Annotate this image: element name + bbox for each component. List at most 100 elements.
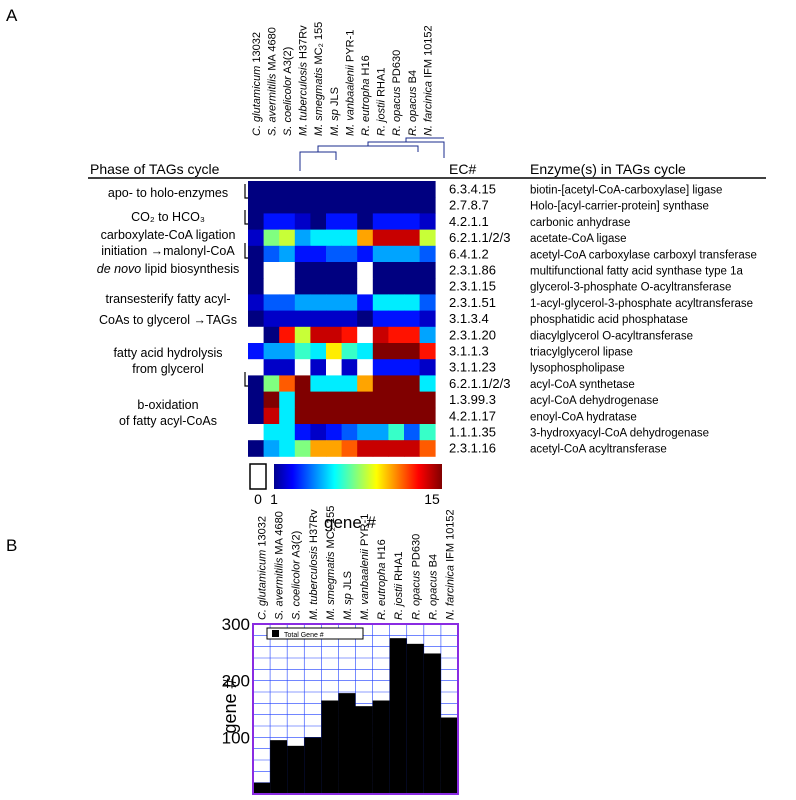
bar-category-label-5: M. sp JLS	[342, 571, 354, 620]
colorbar-gradient	[274, 464, 442, 489]
ec-number: 4.2.1.17	[449, 408, 496, 423]
heatmap-cell	[341, 440, 358, 457]
heatmap-cell	[357, 278, 374, 295]
phase-label: of fatty acyl-CoAs	[119, 414, 217, 428]
enzyme-name: acetyl-CoA acyltransferase	[530, 444, 667, 456]
bar	[270, 740, 288, 794]
ec-number: 4.2.1.1	[449, 214, 489, 229]
column-label-8: R. jostii RHA1	[376, 68, 388, 136]
heatmap-cell	[404, 407, 420, 425]
y-tick-label: 300	[222, 615, 250, 634]
heatmap-cell	[279, 294, 296, 311]
enzyme-name: acetyl-CoA carboxylase carboxyl transfer…	[530, 249, 757, 261]
heatmap-cell	[294, 294, 311, 311]
heatmap-cell	[326, 181, 342, 198]
heatmap-cell	[310, 197, 327, 214]
heatmap-cell	[248, 278, 264, 295]
heatmap-cell	[341, 326, 358, 344]
ec-number: 6.2.1.1/2/3	[449, 230, 510, 245]
ec-number: 2.3.1.16	[449, 441, 496, 456]
ec-header: EC#	[449, 161, 476, 177]
heatmap-cell	[419, 181, 436, 198]
heatmap-cell	[326, 424, 342, 441]
column-label-2: S. coelicolor A3(2)	[282, 47, 294, 136]
column-label-10: R. opacus B4	[407, 70, 419, 136]
heatmap-cell	[263, 375, 280, 392]
heatmap-cell	[419, 262, 436, 279]
heatmap-cell	[357, 391, 374, 409]
heatmap-cell	[372, 278, 389, 295]
enzyme-name: 1-acyl-glycerol-3-phosphate acyltransfer…	[530, 298, 753, 310]
heatmap-cell	[263, 245, 280, 263]
heatmap-cell	[404, 326, 420, 344]
bar	[389, 638, 407, 794]
heatmap-cell	[419, 440, 436, 457]
heatmap-cell	[357, 262, 374, 279]
bar-category-label-10: R. opacus B4	[427, 554, 439, 620]
bar-category-label-6: M. vanbaalenii PYR-1	[359, 514, 371, 620]
heatmap-cell	[341, 181, 358, 198]
phase-label: from glycerol	[132, 362, 204, 376]
heatmap-cell	[310, 262, 327, 279]
heatmap-cell	[419, 391, 436, 409]
enzyme-name: lysophospholipase	[530, 363, 625, 375]
heatmap-cell	[248, 181, 264, 198]
heatmap-cell	[263, 278, 280, 295]
heatmap-cell	[310, 229, 327, 247]
bar-category-label-3: M. tuberculosis H37Rv	[308, 509, 320, 620]
heatmap-cell	[404, 343, 420, 360]
column-label-5: M. sp JLS	[329, 87, 341, 136]
heatmap-cell	[372, 326, 389, 344]
enzyme-name: multifunctional fatty acid synthase type…	[530, 266, 743, 278]
bar-chart: 100 200 300 Total Gene #	[222, 615, 459, 795]
heatmap-cell	[279, 181, 296, 198]
bar	[423, 653, 441, 794]
heatmap-cell	[404, 310, 420, 328]
heatmap-cell	[341, 262, 358, 279]
bar	[406, 643, 424, 794]
bar-y-axis-label: gene #	[220, 678, 240, 733]
heatmap-cell	[279, 245, 296, 263]
heatmap-cell	[419, 343, 436, 360]
heatmap-cell	[326, 278, 342, 295]
ec-number: 6.2.1.1/2/3	[449, 376, 510, 391]
heatmap-cell	[310, 326, 327, 344]
bar	[440, 717, 458, 794]
phase-label: fatty acid hydrolysis	[113, 346, 222, 360]
heatmap-cell	[372, 213, 389, 230]
heatmap-cell	[263, 310, 280, 328]
heatmap-cell	[248, 229, 264, 247]
ec-number: 2.7.8.7	[449, 198, 489, 213]
ec-number: 2.3.1.20	[449, 327, 496, 342]
heatmap-cell	[341, 278, 358, 295]
heatmap-cell	[419, 359, 436, 376]
heatmap-cell	[341, 213, 358, 230]
heatmap-cell	[279, 262, 296, 279]
heatmap-cell	[279, 278, 296, 295]
heatmap-cell	[404, 245, 420, 263]
heatmap-cell	[404, 229, 420, 247]
heatmap-cell	[404, 375, 420, 392]
phase-label: CoAs to glycerol →TAGs	[99, 313, 237, 327]
heatmap-cell	[294, 424, 311, 441]
heatmap-cell	[326, 326, 342, 344]
heatmap-cell	[263, 213, 280, 230]
heatmap-cell	[357, 326, 374, 344]
enzyme-name: 3-hydroxyacyl-CoA dehydrogenase	[530, 428, 709, 440]
bar	[321, 700, 339, 794]
heatmap-cell	[341, 294, 358, 311]
heatmap-cell	[294, 391, 311, 409]
bar-legend: Total Gene #	[266, 627, 364, 640]
heatmap-cell	[279, 229, 296, 247]
heatmap-cell	[263, 343, 280, 360]
heatmap-cell	[326, 407, 342, 425]
heatmap-cell	[419, 278, 436, 295]
heatmap-cell	[294, 310, 311, 328]
heatmap-cell	[279, 343, 296, 360]
heatmap-cell	[326, 391, 342, 409]
enzyme-name: acetate-CoA ligase	[530, 233, 627, 245]
heatmap-cell	[248, 391, 264, 409]
heatmap-cell	[341, 375, 358, 392]
heatmap-cell	[326, 197, 342, 214]
